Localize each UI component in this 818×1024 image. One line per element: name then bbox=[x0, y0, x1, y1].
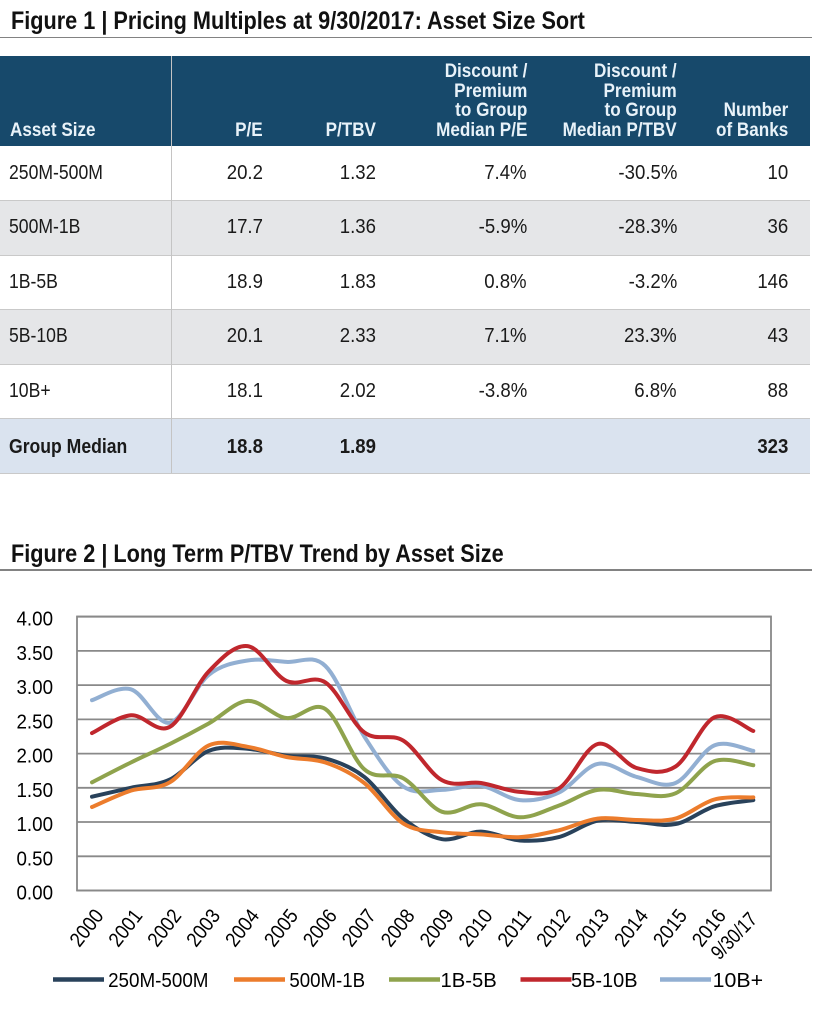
svg-text:2004: 2004 bbox=[222, 906, 264, 952]
svg-text:2005: 2005 bbox=[260, 906, 302, 952]
svg-text:0.00: 0.00 bbox=[17, 883, 54, 905]
svg-text:2007: 2007 bbox=[338, 906, 380, 952]
svg-text:500M-1B: 500M-1B bbox=[289, 970, 365, 992]
svg-text:2010: 2010 bbox=[455, 906, 497, 952]
svg-text:2003: 2003 bbox=[183, 906, 225, 952]
svg-text:2.50: 2.50 bbox=[17, 711, 54, 733]
svg-text:2009: 2009 bbox=[416, 906, 458, 952]
svg-text:2.00: 2.00 bbox=[17, 746, 54, 768]
svg-text:2002: 2002 bbox=[144, 906, 186, 952]
svg-text:4.00: 4.00 bbox=[17, 609, 54, 631]
svg-text:3.50: 3.50 bbox=[17, 643, 54, 665]
svg-text:2001: 2001 bbox=[105, 906, 147, 952]
svg-text:2008: 2008 bbox=[377, 906, 419, 952]
svg-text:1B-5B: 1B-5B bbox=[441, 970, 497, 992]
svg-text:2006: 2006 bbox=[299, 906, 341, 952]
svg-text:10B+: 10B+ bbox=[713, 970, 763, 992]
svg-text:2000: 2000 bbox=[66, 906, 108, 952]
svg-text:3.00: 3.00 bbox=[17, 677, 54, 699]
svg-text:2014: 2014 bbox=[611, 906, 653, 952]
svg-text:2011: 2011 bbox=[494, 906, 536, 952]
svg-text:5B-10B: 5B-10B bbox=[571, 970, 638, 992]
svg-text:1.00: 1.00 bbox=[17, 814, 54, 836]
svg-text:2013: 2013 bbox=[572, 906, 614, 952]
svg-text:250M-500M: 250M-500M bbox=[108, 970, 208, 992]
svg-text:2015: 2015 bbox=[649, 906, 691, 952]
svg-text:0.50: 0.50 bbox=[17, 848, 54, 870]
svg-text:2012: 2012 bbox=[533, 906, 575, 952]
svg-text:1.50: 1.50 bbox=[17, 780, 54, 802]
